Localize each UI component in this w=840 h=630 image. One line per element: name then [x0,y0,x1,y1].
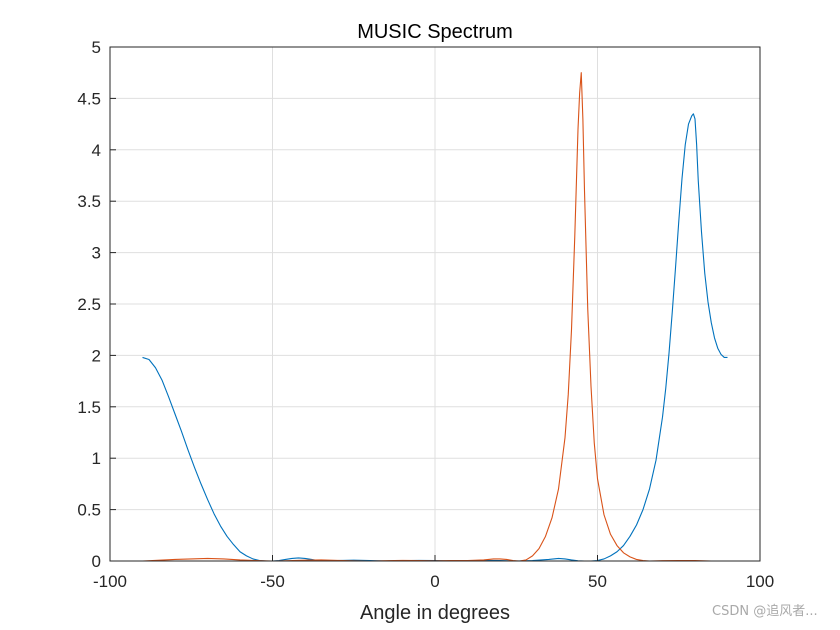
y-tick-label: 4 [92,141,101,160]
x-tick-label: -100 [93,572,127,591]
y-tick-label: 2 [92,346,101,365]
chart-title: MUSIC Spectrum [357,21,513,43]
x-tick-label: 100 [746,572,774,591]
y-tick-label: 4.5 [77,89,101,108]
x-axis-label: Angle in degrees [360,602,510,624]
y-tick-label: 2.5 [77,295,101,314]
x-tick-label: 0 [430,572,439,591]
x-axis-ticks: -100 -50 0 50 100 [93,555,774,591]
y-tick-label: 1 [92,449,101,468]
y-tick-label: 1.5 [77,398,101,417]
x-tick-label: -50 [260,572,285,591]
y-tick-label: 3 [92,244,101,263]
y-tick-label: 0 [92,552,101,571]
series-line-2 [142,72,728,562]
y-tick-label: 5 [92,38,101,57]
x-tick-label: 50 [588,572,607,591]
y-axis-ticks: 0 0.5 1 1.5 2 2.5 3 3.5 4 4.5 5 [77,38,116,571]
watermark: CSDN @追风者... [712,604,818,619]
y-tick-label: 0.5 [77,501,101,520]
grid [110,47,760,561]
y-tick-label: 3.5 [77,192,101,211]
